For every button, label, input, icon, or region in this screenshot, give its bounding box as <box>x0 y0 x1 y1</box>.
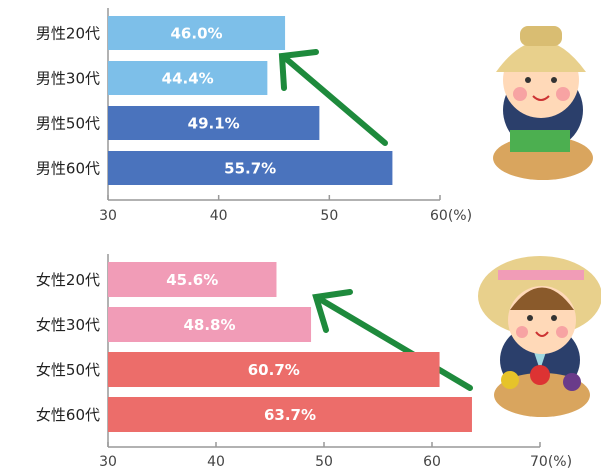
value-label: 60.7% <box>248 361 300 379</box>
x-tick-label: 30 <box>99 208 117 224</box>
category-label: 男性50代 <box>36 115 100 133</box>
x-tick-label: 50 <box>315 454 333 470</box>
x-tick-label: 30 <box>99 454 117 470</box>
category-label: 男性60代 <box>36 160 100 178</box>
chart: 30 40 50 60(%) 46.0% 男性20代 44.4% 男性30代 49.1% 男性50… <box>0 0 601 471</box>
value-label: 49.1% <box>188 115 240 133</box>
x-tick-label: 40 <box>207 454 225 470</box>
x-tick-label: 70(%) <box>530 454 572 470</box>
value-label: 45.6% <box>166 271 218 289</box>
category-label: 男性30代 <box>36 70 100 88</box>
x-tick-label: 50 <box>320 208 338 224</box>
value-label: 44.4% <box>162 70 214 88</box>
value-label: 48.8% <box>183 316 235 334</box>
x-tick-label: 40 <box>210 208 228 224</box>
value-label: 63.7% <box>264 406 316 424</box>
farmer-man-illustration <box>493 26 593 180</box>
category-label: 女性20代 <box>36 271 100 289</box>
category-label: 女性50代 <box>36 361 100 379</box>
x-tick-label: 60(%) <box>430 208 472 224</box>
x-tick-label: 60 <box>423 454 441 470</box>
category-label: 女性60代 <box>36 406 100 424</box>
value-label: 55.7% <box>224 160 276 178</box>
farmer-woman-illustration <box>478 256 601 417</box>
category-label: 男性20代 <box>36 25 100 43</box>
value-label: 46.0% <box>171 25 223 43</box>
category-label: 女性30代 <box>36 316 100 334</box>
